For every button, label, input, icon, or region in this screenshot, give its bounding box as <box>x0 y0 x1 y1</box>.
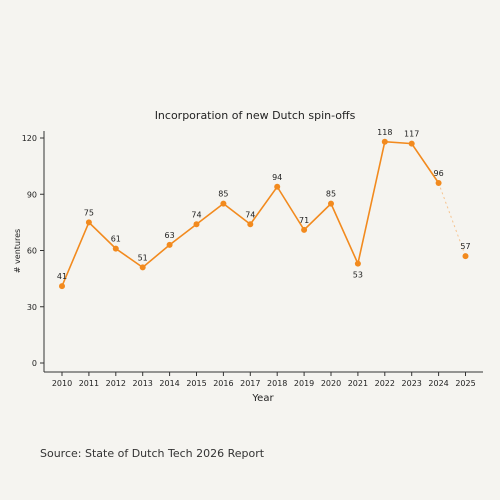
x-tick-label: 2019 <box>294 379 314 388</box>
data-label: 53 <box>353 271 363 280</box>
data-point <box>59 283 65 290</box>
data-label: 118 <box>377 128 392 137</box>
y-ticks: 0 30 60 90 120 <box>22 134 44 368</box>
data-label: 41 <box>57 272 67 281</box>
data-point <box>328 200 334 207</box>
data-point <box>301 226 308 233</box>
data-label: 85 <box>218 190 228 199</box>
data-label: 63 <box>165 231 175 240</box>
x-tick-label: 2025 <box>455 379 475 388</box>
series-group <box>61 140 466 287</box>
source-note: Source: State of Dutch Tech 2026 Report <box>40 447 265 460</box>
y-tick-label: 90 <box>27 190 37 199</box>
data-point <box>112 245 119 252</box>
data-label: 57 <box>460 242 470 251</box>
y-tick-label: 30 <box>27 303 37 312</box>
x-axis-title: Year <box>251 393 274 404</box>
data-point <box>435 180 442 186</box>
data-point <box>462 253 469 260</box>
axes <box>43 131 483 373</box>
x-tick-label: 2011 <box>79 379 99 388</box>
x-tick-label: 2017 <box>240 379 260 388</box>
data-label: 74 <box>191 210 201 219</box>
data-point <box>166 241 173 248</box>
data-point <box>381 138 388 145</box>
y-tick-label: 0 <box>32 359 37 368</box>
data-label: 51 <box>138 253 148 262</box>
x-tick-label: 2023 <box>402 379 422 388</box>
y-axis-title: # ventures <box>13 229 22 273</box>
x-ticks: 2010 2011 2012 2013 2014 2015 2016 2017 2018 2019… <box>52 372 476 388</box>
points-group <box>59 138 469 290</box>
data-label: 96 <box>434 169 444 178</box>
data-point <box>139 264 146 271</box>
data-label: 85 <box>326 190 336 199</box>
data-label: 74 <box>245 210 255 219</box>
x-tick-label: 2021 <box>348 379 368 388</box>
data-point <box>247 221 254 228</box>
data-label: 94 <box>272 173 282 182</box>
y-tick-label: 60 <box>27 247 37 256</box>
y-tick-label: 120 <box>22 134 37 143</box>
data-label: 71 <box>299 216 309 225</box>
data-labels-group: 41 75 61 51 63 74 85 74 94 71 85 53 118 117 96 57 <box>57 128 471 281</box>
data-point <box>354 260 361 267</box>
x-tick-label: 2018 <box>267 379 287 388</box>
data-point <box>408 140 415 147</box>
x-tick-label: 2020 <box>321 379 341 388</box>
x-tick-label: 2015 <box>186 379 206 388</box>
data-point <box>85 219 92 226</box>
data-label: 75 <box>84 208 94 217</box>
data-label: 117 <box>404 130 419 139</box>
data-point <box>193 221 200 228</box>
x-tick-label: 2024 <box>428 379 448 388</box>
x-tick-label: 2013 <box>133 379 153 388</box>
chart-title: Incorporation of new Dutch spin-offs <box>155 109 356 122</box>
data-point <box>220 200 227 207</box>
x-tick-label: 2014 <box>159 379 179 388</box>
x-tick-label: 2012 <box>106 379 126 388</box>
data-point <box>274 183 281 190</box>
x-tick-label: 2016 <box>213 379 233 388</box>
data-label: 61 <box>111 235 121 244</box>
x-tick-label: 2010 <box>52 379 72 388</box>
x-tick-label: 2022 <box>375 379 395 388</box>
